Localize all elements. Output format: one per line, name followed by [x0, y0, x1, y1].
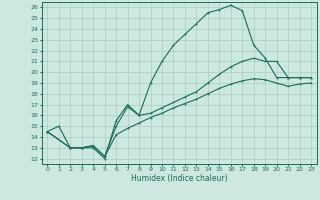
- X-axis label: Humidex (Indice chaleur): Humidex (Indice chaleur): [131, 174, 228, 183]
